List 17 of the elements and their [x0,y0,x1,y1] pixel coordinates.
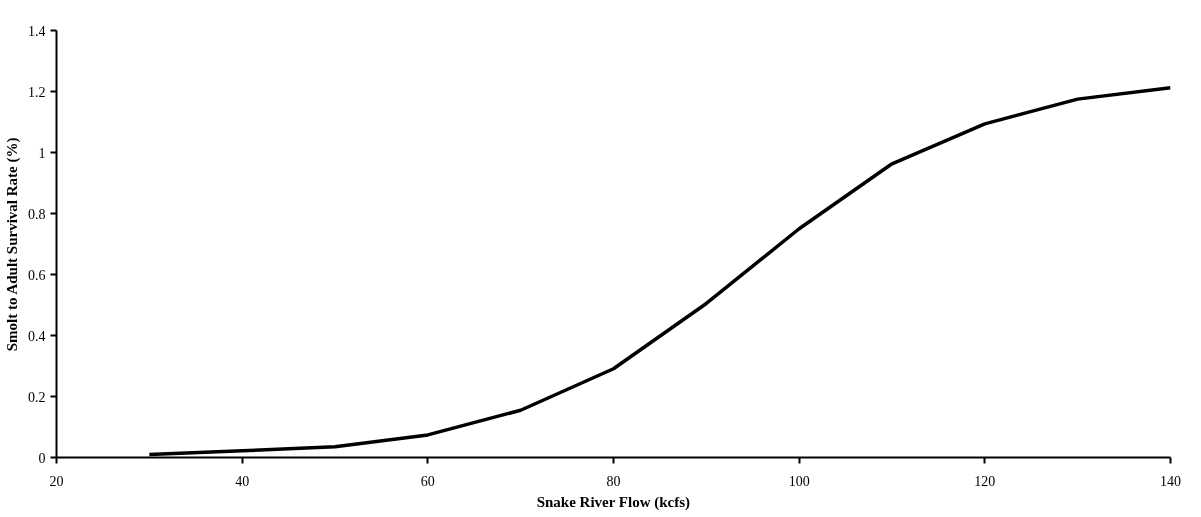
y-tick-label: 1 [38,145,46,161]
x-tick-label: 140 [1160,473,1181,489]
x-tick-label: 100 [788,473,810,489]
y-axis-title: Smolt to Adult Survival Rate (%) [4,137,21,352]
y-tick-label: 1.4 [28,23,46,39]
x-tick-label: 20 [49,473,64,489]
y-tick-label: 0 [38,450,46,466]
y-tick-label: 0.4 [28,328,46,344]
x-tick-label: 120 [974,473,996,489]
x-axis-title: Snake River Flow (kcfs) [536,493,691,511]
x-tick-label: 40 [235,473,250,489]
y-tick-label: 1.2 [28,84,46,100]
y-tick-label: 0.8 [28,206,46,222]
x-tick-label: 80 [606,473,621,489]
x-tick-label: 60 [420,473,435,489]
y-tick-label: 0.6 [28,267,46,283]
y-tick-label: 0.2 [28,389,46,405]
